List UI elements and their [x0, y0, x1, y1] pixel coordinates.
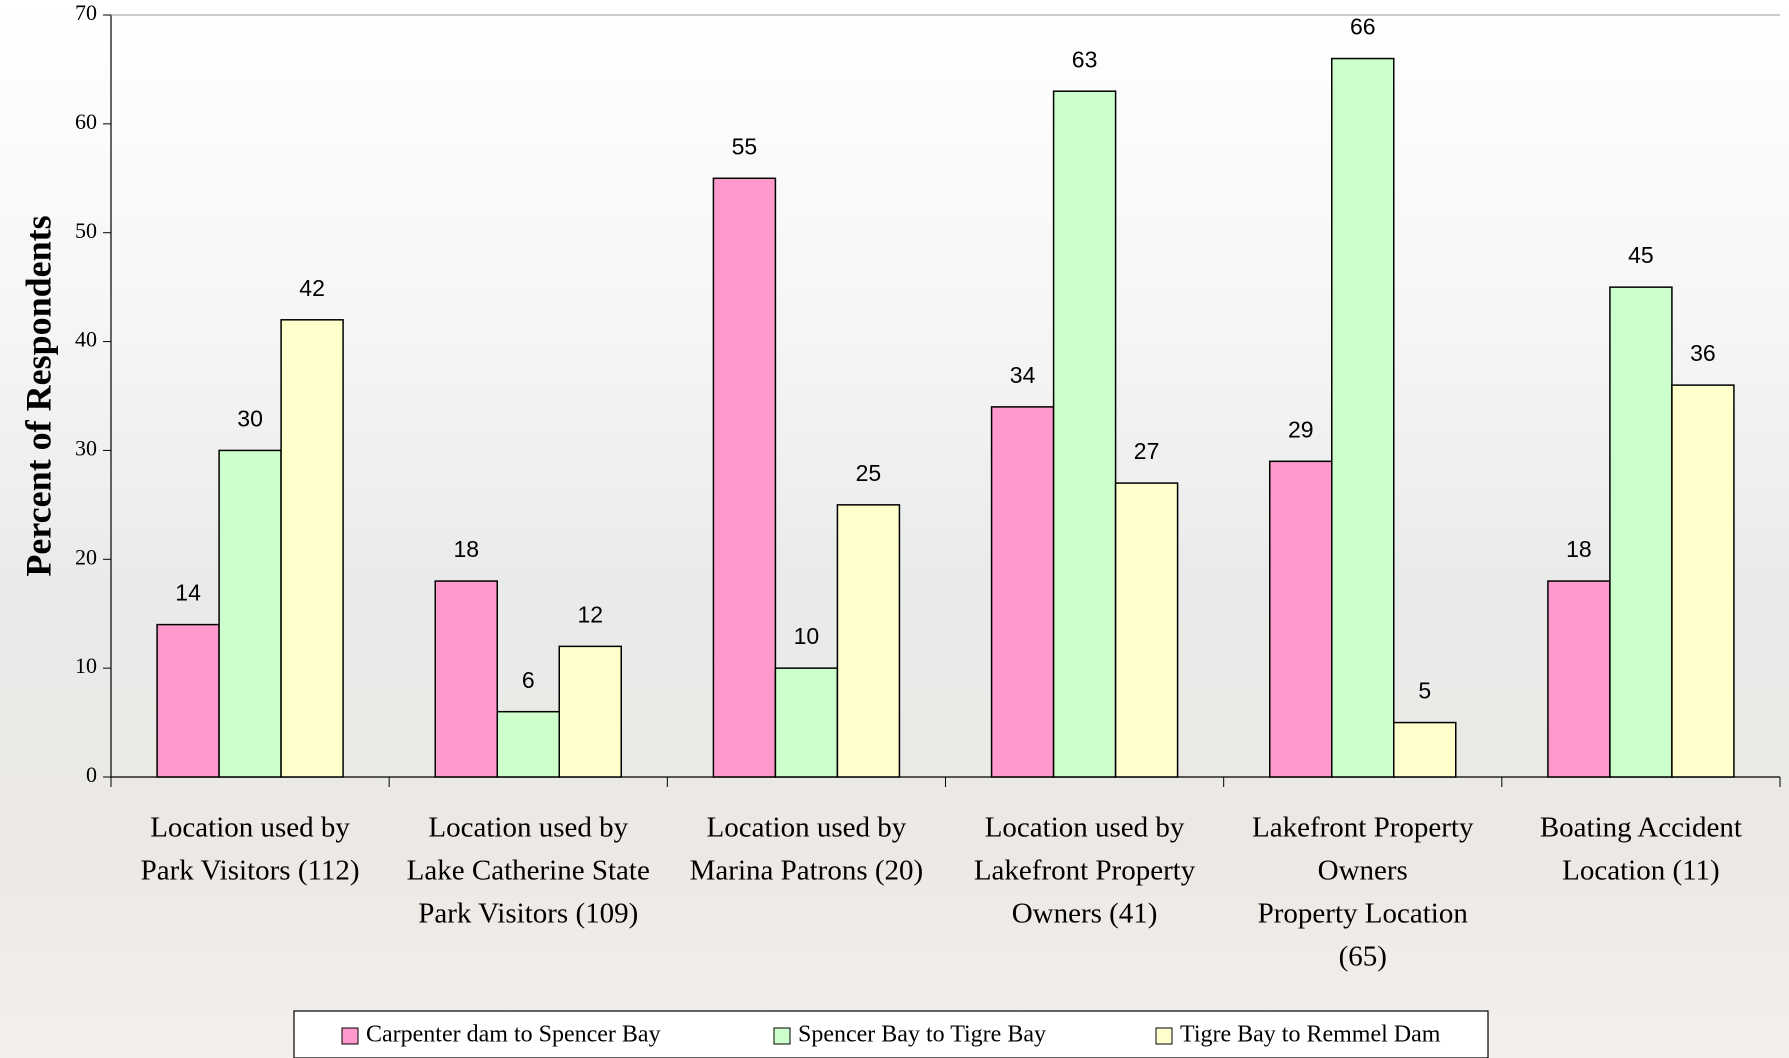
bar	[1270, 461, 1332, 777]
bar	[281, 320, 343, 777]
legend-label: Carpenter dam to Spencer Bay	[366, 1022, 661, 1048]
value-label: 36	[1690, 340, 1716, 366]
value-label: 45	[1628, 242, 1654, 268]
value-label: 12	[577, 601, 603, 627]
x-tick-label: Boating Accident	[1540, 812, 1742, 844]
y-tick-label: 40	[75, 327, 97, 352]
x-tick-label: Location used by	[150, 812, 350, 844]
bar	[713, 178, 775, 777]
bar	[1672, 385, 1734, 777]
x-tick-label: Location used by	[428, 812, 628, 844]
y-tick-label: 20	[75, 544, 97, 569]
bar	[157, 625, 219, 777]
bar	[775, 668, 837, 777]
value-label: 5	[1418, 678, 1431, 704]
value-label: 25	[856, 460, 882, 486]
x-tick-label: Lakefront Property	[1252, 812, 1474, 844]
y-axis-label: Percent of Respondents	[18, 215, 58, 576]
value-label: 18	[453, 536, 479, 562]
x-tick-label: Location (11)	[1562, 855, 1720, 887]
legend-swatch	[342, 1028, 358, 1044]
bar	[497, 712, 559, 777]
chart: Percent of Respondents 0 10 20 30 40 50 60 70 Lo…	[0, 0, 1789, 1058]
x-tick-label: Location used by	[707, 812, 907, 844]
x-tick-label: Lake Catherine State	[407, 855, 650, 887]
x-tick-label: (65)	[1339, 941, 1387, 973]
bar	[1116, 483, 1178, 777]
legend-swatch	[1156, 1028, 1172, 1044]
value-label: 66	[1350, 14, 1376, 40]
value-label: 63	[1072, 46, 1098, 72]
legend-label: Spencer Bay to Tigre Bay	[798, 1022, 1046, 1048]
value-label: 6	[522, 667, 535, 693]
y-tick-label: 70	[75, 0, 97, 25]
value-label: 42	[299, 275, 325, 301]
x-tick-label: Owners	[1318, 855, 1408, 887]
legend-label: Tigre Bay to Remmel Dam	[1180, 1022, 1441, 1048]
bar	[1548, 581, 1610, 777]
bar	[435, 581, 497, 777]
y-tick-label: 50	[75, 218, 97, 243]
value-label: 29	[1288, 416, 1314, 442]
bar	[1332, 59, 1394, 777]
bar	[992, 407, 1054, 777]
y-tick-label: 10	[75, 653, 97, 678]
value-label: 10	[794, 623, 820, 649]
y-tick-label: 0	[86, 762, 97, 787]
x-tick-label: Marina Patrons (20)	[690, 855, 924, 887]
x-tick-label: Park Visitors (112)	[141, 855, 360, 887]
x-tick-label: Park Visitors (109)	[418, 898, 638, 930]
bar	[559, 646, 621, 777]
value-label: 34	[1010, 362, 1036, 388]
value-label: 30	[237, 406, 263, 432]
bar	[219, 450, 281, 777]
bar	[1394, 723, 1456, 777]
value-label: 55	[732, 133, 758, 159]
legend-swatch	[774, 1028, 790, 1044]
y-tick-label: 60	[75, 109, 97, 134]
x-tick-label: Lakefront Property	[974, 855, 1196, 887]
x-tick-label: Location used by	[985, 812, 1185, 844]
y-tick-label: 30	[75, 435, 97, 460]
bar	[1610, 287, 1672, 777]
bar	[1054, 91, 1116, 777]
x-tick-label: Owners (41)	[1012, 898, 1158, 930]
x-tick-label: Property Location	[1258, 898, 1469, 930]
value-label: 14	[175, 580, 201, 606]
value-label: 18	[1566, 536, 1592, 562]
bar	[837, 505, 899, 777]
value-label: 27	[1134, 438, 1160, 464]
